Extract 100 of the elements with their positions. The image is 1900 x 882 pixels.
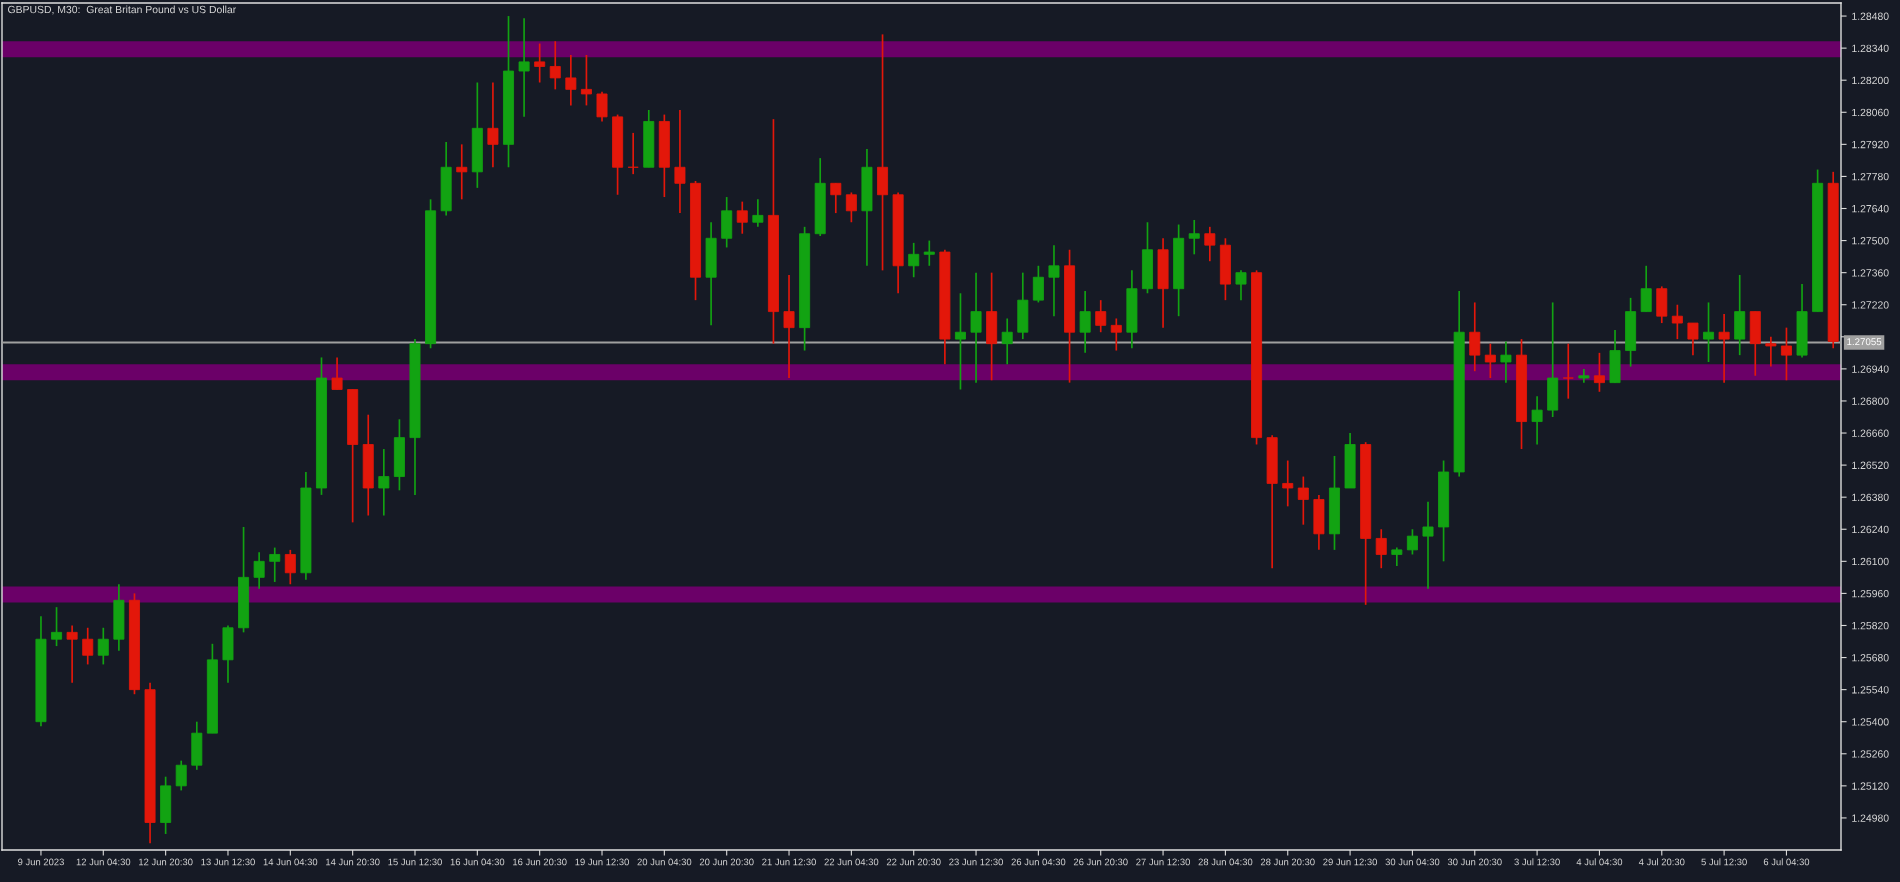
candlestick: [1095, 299, 1107, 334]
y-tick-label: 1.25820: [1852, 621, 1889, 630]
candlestick: [284, 549, 296, 586]
x-tick-label: 28 Jun 20:30: [1260, 858, 1315, 866]
candlestick: [908, 242, 920, 279]
y-tick-label: 1.26800: [1852, 397, 1889, 405]
y-tick-label: 1.26100: [1852, 557, 1889, 566]
candlestick: [736, 200, 748, 235]
x-tick-label: 9 Jun 2023: [18, 858, 64, 866]
candlestick: [1469, 301, 1481, 373]
candlestick: [1188, 219, 1200, 256]
ref-line-label: 1.27055: [1847, 338, 1882, 346]
y-tick-label: 1.27640: [1852, 205, 1889, 213]
x-tick-label: 15 Jun 12:30: [388, 858, 442, 866]
candlestick: [1297, 475, 1309, 526]
x-tick-label: 16 Jun 04:30: [450, 858, 505, 866]
x-tick-label: 20 Jun 04:30: [637, 858, 692, 866]
candlestick: [1204, 226, 1216, 263]
candlestick: [877, 33, 889, 272]
x-tick-label: 29 Jun 12:30: [1323, 858, 1378, 866]
candlestick: [253, 551, 265, 590]
candlestick: [534, 42, 546, 84]
candlestick: [596, 90, 608, 123]
y-tick-label: 1.25680: [1852, 654, 1889, 662]
candlestick: [1718, 313, 1730, 384]
y-tick-label: 1.27780: [1852, 172, 1889, 181]
y-tick-label: 1.26520: [1852, 461, 1889, 469]
y-tick-label: 1.27220: [1852, 301, 1889, 309]
x-tick-label: 4 Jul 04:30: [1576, 858, 1623, 866]
candlestick: [1671, 303, 1683, 340]
y-tick-label: 1.26240: [1852, 525, 1889, 534]
y-tick-label: 1.25120: [1852, 782, 1889, 790]
candlestick: [378, 448, 390, 517]
candlestick: [1562, 342, 1574, 400]
candlestick: [1593, 352, 1605, 393]
candlestick: [82, 626, 94, 666]
x-tick-label: 22 Jun 04:30: [824, 858, 879, 866]
candlestick: [51, 606, 63, 647]
candlestick: [627, 132, 639, 175]
candlestick: [66, 624, 78, 684]
y-tick-label: 1.28340: [1852, 44, 1889, 53]
candlestick: [845, 191, 857, 224]
x-tick-label: 27 Jun 12:30: [1136, 858, 1190, 866]
candlestick: [1687, 322, 1699, 356]
candlestick: [1484, 342, 1496, 379]
candlestick: [1048, 244, 1060, 318]
candlestick: [1640, 264, 1652, 313]
candlestick: [1001, 317, 1013, 366]
x-tick-label: 28 Jun 04:30: [1198, 858, 1253, 866]
candlestick: [954, 292, 966, 391]
x-tick-label: 19 Jun 12:30: [575, 858, 629, 866]
x-tick-label: 3 Jul 12:30: [1514, 858, 1560, 866]
x-tick-label: 26 Jun 04:30: [1011, 858, 1066, 866]
y-tick-label: 1.25260: [1852, 750, 1889, 758]
y-tick-label: 1.28060: [1852, 108, 1889, 117]
candlestick: [1765, 335, 1777, 368]
candlestick: [1391, 546, 1403, 567]
candlestick: [580, 54, 592, 107]
candlestick: [1282, 459, 1294, 508]
y-tick-label: 1.24980: [1852, 814, 1889, 822]
candlestick: [518, 17, 530, 118]
candlestick: [1032, 264, 1044, 304]
y-tick-label: 1.27360: [1852, 269, 1889, 277]
candlestick: [97, 626, 109, 666]
y-tick-label: 1.25540: [1852, 686, 1889, 694]
x-tick-label: 26 Jun 20:30: [1073, 858, 1128, 866]
y-tick-label: 1.26940: [1852, 365, 1889, 373]
candlestick: [1703, 301, 1715, 363]
y-tick-label: 1.27500: [1852, 237, 1889, 245]
x-tick-label: 14 Jun 20:30: [326, 858, 380, 866]
candlestick: [1500, 340, 1512, 384]
candlestick: [923, 239, 935, 267]
x-tick-label: 12 Jun 20:30: [139, 858, 193, 866]
x-tick-label: 13 Jun 12:30: [201, 858, 255, 866]
x-tick-label: 30 Jun 04:30: [1385, 858, 1440, 866]
candlestick: [549, 40, 561, 91]
candlestick: [830, 182, 842, 214]
candlestick: [565, 54, 577, 107]
x-tick-label: 20 Jun 20:30: [699, 858, 754, 866]
y-tick-label: 1.26660: [1852, 429, 1889, 437]
candlestick: [1079, 290, 1091, 354]
candlestick: [175, 759, 187, 792]
candlestick: [1531, 395, 1543, 446]
y-tick-label: 1.26380: [1852, 493, 1889, 502]
candlestick: [674, 109, 686, 214]
y-tick-label: 1.27920: [1852, 140, 1889, 149]
x-tick-label: 30 Jun 20:30: [1447, 858, 1502, 866]
x-tick-label: 5 Jul 12:30: [1701, 858, 1747, 866]
candlestick: [487, 81, 499, 169]
x-tick-label: 12 Jun 04:30: [76, 858, 131, 866]
candlestick: [1780, 326, 1792, 382]
x-tick-label: 23 Jun 12:30: [949, 858, 1003, 866]
x-tick-label: 6 Jul 04:30: [1763, 858, 1810, 866]
candlestick: [1375, 528, 1387, 570]
y-tick-label: 1.25960: [1852, 589, 1889, 598]
candlestick: [1110, 317, 1122, 352]
y-tick-label: 1.25400: [1852, 718, 1889, 726]
candlestick: [1406, 528, 1418, 556]
candlestick: [269, 546, 281, 583]
x-tick-label: 4 Jul 20:30: [1638, 858, 1685, 866]
